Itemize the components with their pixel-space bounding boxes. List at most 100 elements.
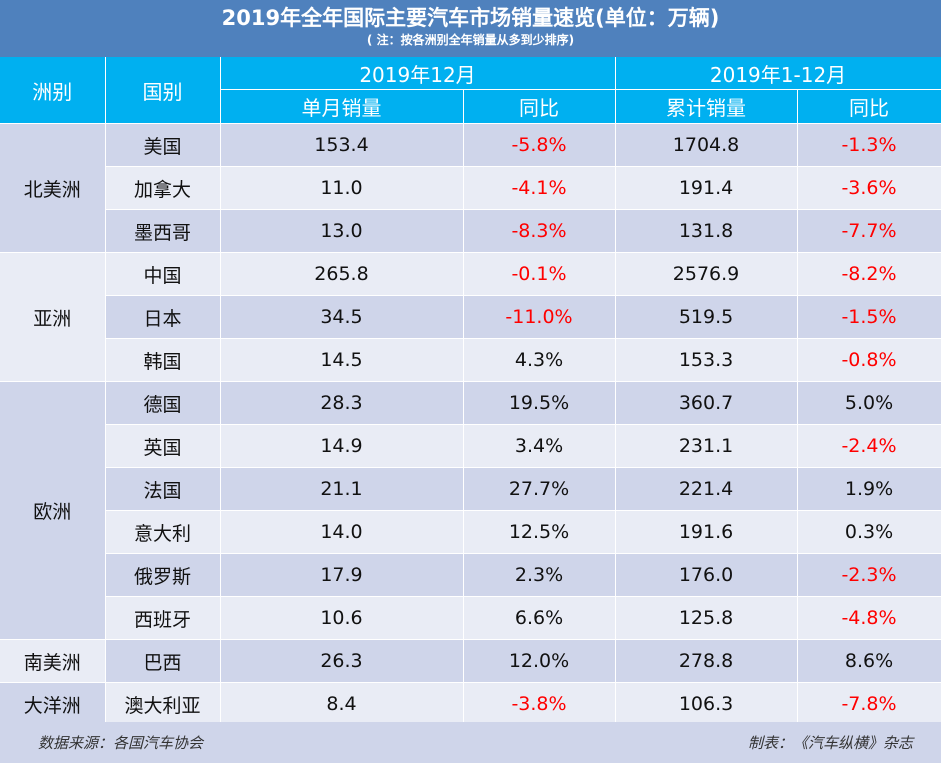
- header-monthly-sales: 单月销量: [220, 89, 464, 124]
- header-continent: 洲别: [0, 57, 106, 124]
- cumulative-yoy-cell: -8.2%: [797, 252, 941, 296]
- country-cell: 德国: [105, 381, 221, 425]
- country-cell: 西班牙: [105, 596, 221, 640]
- monthly-yoy-cell: -0.1%: [463, 252, 616, 296]
- table-maker: 制表：《汽车纵横》杂志: [747, 734, 913, 752]
- monthly-yoy-cell: 19.5%: [463, 381, 616, 425]
- monthly-yoy-cell: -8.3%: [463, 209, 616, 253]
- monthly-yoy-cell: 4.3%: [463, 338, 616, 382]
- table-row: 大洋洲 澳大利亚 8.4 -3.8% 106.3 -7.8%: [0, 682, 941, 726]
- table-row: 韩国 14.5 4.3% 153.3 -0.8%: [0, 338, 941, 382]
- monthly-yoy-cell: 12.5%: [463, 510, 616, 554]
- monthly-sales-cell: 34.5: [220, 295, 464, 339]
- country-cell: 韩国: [105, 338, 221, 382]
- monthly-yoy-cell: 12.0%: [463, 639, 616, 683]
- country-cell: 加拿大: [105, 166, 221, 210]
- cumulative-sales-cell: 231.1: [615, 424, 798, 468]
- cumulative-yoy-cell: -3.6%: [797, 166, 941, 210]
- title-note: ( 注：按各洲别全年销量从多到少排序): [366, 33, 575, 47]
- country-cell: 美国: [105, 123, 221, 167]
- cumulative-yoy-cell: 0.3%: [797, 510, 941, 554]
- cumulative-sales-cell: 106.3: [615, 682, 798, 726]
- continent-cell: 北美洲: [0, 123, 106, 253]
- cumulative-yoy-cell: -0.8%: [797, 338, 941, 382]
- header-country: 国别: [105, 57, 221, 124]
- table-row: 亚洲 中国 265.8 -0.1% 2576.9 -8.2%: [0, 252, 941, 382]
- monthly-sales-cell: 265.8: [220, 252, 464, 296]
- country-cell: 澳大利亚: [105, 682, 221, 726]
- table-row: 英国 14.9 3.4% 231.1 -2.4%: [0, 424, 941, 468]
- cumulative-yoy-cell: -2.4%: [797, 424, 941, 468]
- monthly-sales-cell: 17.9: [220, 553, 464, 597]
- cumulative-sales-cell: 153.3: [615, 338, 798, 382]
- title-bar: 2019年全年国际主要汽车市场销量速览(单位：万辆) ( 注：按各洲别全年销量从…: [0, 0, 941, 57]
- continent-cell: 南美洲: [0, 639, 106, 683]
- sales-table: 洲别 国别 2019年12月 2019年1-12月 单月销量 同比 累计销量 同…: [0, 57, 941, 726]
- country-cell: 英国: [105, 424, 221, 468]
- monthly-sales-cell: 14.0: [220, 510, 464, 554]
- country-cell: 意大利: [105, 510, 221, 554]
- table-row: 墨西哥 13.0 -8.3% 131.8 -7.7%: [0, 209, 941, 253]
- cumulative-yoy-cell: -7.7%: [797, 209, 941, 253]
- cumulative-sales-cell: 519.5: [615, 295, 798, 339]
- table-row: 加拿大 11.0 -4.1% 191.4 -3.6%: [0, 166, 941, 210]
- cumulative-yoy-cell: -1.3%: [797, 123, 941, 167]
- header-period-full-year: 2019年1-12月: [615, 57, 941, 90]
- country-cell: 中国: [105, 252, 221, 296]
- header-period-december: 2019年12月: [220, 57, 616, 90]
- header-cumulative-yoy: 同比: [797, 89, 941, 124]
- monthly-sales-cell: 14.9: [220, 424, 464, 468]
- country-cell: 俄罗斯: [105, 553, 221, 597]
- country-cell: 日本: [105, 295, 221, 339]
- monthly-yoy-cell: 6.6%: [463, 596, 616, 640]
- monthly-yoy-cell: -4.1%: [463, 166, 616, 210]
- cumulative-yoy-cell: 8.6%: [797, 639, 941, 683]
- monthly-yoy-cell: -3.8%: [463, 682, 616, 726]
- cumulative-yoy-cell: -2.3%: [797, 553, 941, 597]
- continent-cell: 亚洲: [0, 252, 106, 382]
- cumulative-sales-cell: 191.4: [615, 166, 798, 210]
- monthly-yoy-cell: 27.7%: [463, 467, 616, 511]
- monthly-yoy-cell: -11.0%: [463, 295, 616, 339]
- monthly-sales-cell: 10.6: [220, 596, 464, 640]
- cumulative-sales-cell: 176.0: [615, 553, 798, 597]
- monthly-yoy-cell: -5.8%: [463, 123, 616, 167]
- table-row: 南美洲 巴西 26.3 12.0% 278.8 8.6%: [0, 639, 941, 683]
- cumulative-sales-cell: 131.8: [615, 209, 798, 253]
- header-monthly-yoy: 同比: [463, 89, 616, 124]
- continent-cell: 大洋洲: [0, 682, 106, 726]
- monthly-sales-cell: 21.1: [220, 467, 464, 511]
- cumulative-yoy-cell: -4.8%: [797, 596, 941, 640]
- country-cell: 巴西: [105, 639, 221, 683]
- table-row: 欧洲 德国 28.3 19.5% 360.7 5.0%: [0, 381, 941, 640]
- monthly-sales-cell: 8.4: [220, 682, 464, 726]
- table-row: 日本 34.5 -11.0% 519.5 -1.5%: [0, 295, 941, 339]
- monthly-yoy-cell: 3.4%: [463, 424, 616, 468]
- country-cell: 墨西哥: [105, 209, 221, 253]
- cumulative-yoy-cell: 5.0%: [797, 381, 941, 425]
- cumulative-sales-cell: 278.8: [615, 639, 798, 683]
- monthly-sales-cell: 13.0: [220, 209, 464, 253]
- table-row: 俄罗斯 17.9 2.3% 176.0 -2.3%: [0, 553, 941, 597]
- cumulative-sales-cell: 360.7: [615, 381, 798, 425]
- monthly-sales-cell: 14.5: [220, 338, 464, 382]
- monthly-sales-cell: 153.4: [220, 123, 464, 167]
- data-source: 数据来源：各国汽车协会: [38, 734, 204, 752]
- table-row: 意大利 14.0 12.5% 191.6 0.3%: [0, 510, 941, 554]
- cumulative-yoy-cell: 1.9%: [797, 467, 941, 511]
- page-title: 2019年全年国际主要汽车市场销量速览(单位：万辆): [221, 6, 720, 30]
- monthly-yoy-cell: 2.3%: [463, 553, 616, 597]
- cumulative-yoy-cell: -1.5%: [797, 295, 941, 339]
- cumulative-sales-cell: 191.6: [615, 510, 798, 554]
- table-row: 法国 21.1 27.7% 221.4 1.9%: [0, 467, 941, 511]
- cumulative-sales-cell: 221.4: [615, 467, 798, 511]
- footer: 数据来源：各国汽车协会 制表：《汽车纵横》杂志: [0, 722, 941, 763]
- monthly-sales-cell: 26.3: [220, 639, 464, 683]
- cumulative-yoy-cell: -7.8%: [797, 682, 941, 726]
- cumulative-sales-cell: 1704.8: [615, 123, 798, 167]
- cumulative-sales-cell: 2576.9: [615, 252, 798, 296]
- monthly-sales-cell: 28.3: [220, 381, 464, 425]
- table-row: 北美洲 美国 153.4 -5.8% 1704.8 -1.3%: [0, 123, 941, 253]
- continent-cell: 欧洲: [0, 381, 106, 640]
